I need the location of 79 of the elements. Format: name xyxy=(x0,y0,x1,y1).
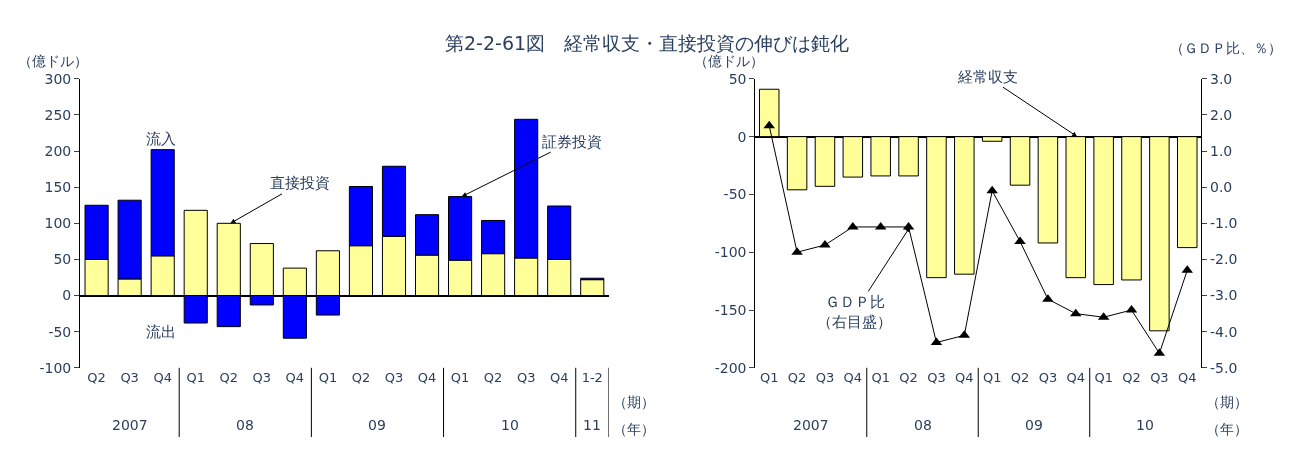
y-tick-label: 0 xyxy=(62,287,72,304)
x-tick-label: Q1 xyxy=(871,369,890,385)
y-tick-label: 200 xyxy=(44,142,72,159)
y-tick-label: 0 xyxy=(737,128,747,145)
x-tick-label: Q2 xyxy=(1122,369,1141,385)
annotation: 流入 xyxy=(146,130,176,148)
y-tick-label: 300 xyxy=(44,70,72,87)
y2-tick-label: 2.0 xyxy=(1209,106,1233,123)
x-tick-label: Q4 xyxy=(1178,369,1197,385)
text: 08 xyxy=(914,417,932,433)
y2-tick-label: 3.0 xyxy=(1209,70,1233,87)
x-tick-label: Q4 xyxy=(955,369,974,385)
text: 08 xyxy=(236,417,254,433)
x-tick-label: Q2 xyxy=(899,369,918,385)
y2-tick-label: 0.0 xyxy=(1209,179,1233,196)
x-tick-label: Q4 xyxy=(153,369,172,385)
text: 10 xyxy=(1136,417,1154,433)
y-tick-label: -150 xyxy=(714,301,747,318)
x-tick-label: Q4 xyxy=(285,369,305,385)
x-tick-label: Q4 xyxy=(417,369,437,385)
y-tick-label: -100 xyxy=(714,244,747,261)
y2-tick-label: -5.0 xyxy=(1209,359,1238,376)
y-axis-title: （億ドル） xyxy=(18,53,88,69)
text: 2007 xyxy=(112,417,148,433)
text: 経常収支 xyxy=(957,68,1018,86)
x-tick-label: Q4 xyxy=(549,369,569,385)
y-axis-title: （億ドル） xyxy=(694,53,764,69)
x-tick-label: Q3 xyxy=(252,369,272,385)
text: （年） xyxy=(613,421,655,437)
x-tick-label: Q3 xyxy=(384,369,404,385)
x-tick-label: Q2 xyxy=(219,369,239,385)
x-tick-label: Q3 xyxy=(120,369,139,385)
text: 10 xyxy=(501,417,519,433)
x-tick-label: Q2 xyxy=(1010,369,1030,385)
x-tick-label: Q3 xyxy=(815,369,835,385)
y-tick-label: 50 xyxy=(728,70,747,87)
y2-tick-label: -1.0 xyxy=(1209,215,1238,232)
x-tick-label: Q2 xyxy=(483,369,503,385)
x-tick-label: Q3 xyxy=(516,369,536,385)
x-tick-label: Q3 xyxy=(1150,369,1169,385)
text: 09 xyxy=(1025,417,1043,433)
y2-axis-title: （ＧＤＰ比、％） xyxy=(1170,40,1282,56)
x-axis-title: （期） xyxy=(613,394,655,410)
y-tick-label: 150 xyxy=(44,179,72,196)
y-tick-label: -50 xyxy=(723,186,747,203)
annotation: 流出 xyxy=(146,323,176,341)
text: 第2-2-61図 経常収支・直接投資の伸びは鈍化 xyxy=(445,32,850,54)
text: 11 xyxy=(583,417,601,433)
x-tick-label: Q1 xyxy=(318,369,338,385)
y-tick-label: 250 xyxy=(44,106,72,123)
text: ＧＤＰ比（右目盛） xyxy=(817,293,892,331)
y-tick-label: -100 xyxy=(39,359,72,376)
y2-tick-label: -3.0 xyxy=(1209,287,1238,304)
text: 2007 xyxy=(793,417,829,433)
x-tick-label: Q4 xyxy=(1066,369,1086,385)
text: （年） xyxy=(1206,421,1248,437)
y-tick-label: -50 xyxy=(48,323,72,340)
x-tick-label: Q3 xyxy=(927,369,946,385)
y-tick-label: 50 xyxy=(53,251,72,268)
y-tick-label: 100 xyxy=(44,215,72,232)
text: 09 xyxy=(368,417,386,433)
x-axis-title: （期） xyxy=(1206,394,1248,410)
y2-tick-label: -2.0 xyxy=(1209,251,1238,268)
y2-tick-label: 1.0 xyxy=(1209,142,1233,159)
x-tick-label: Q2 xyxy=(351,369,371,385)
y2-tick-label: -4.0 xyxy=(1209,323,1238,340)
x-tick-label: Q1 xyxy=(186,369,205,385)
x-tick-label: Q2 xyxy=(87,369,106,385)
x-tick-label: Q3 xyxy=(1038,369,1058,385)
x-tick-label: 1-2 xyxy=(581,369,603,385)
x-tick-label: Q1 xyxy=(982,369,1002,385)
x-tick-label: Q1 xyxy=(450,369,470,385)
series-label: 証券投資 xyxy=(542,133,602,151)
y-tick-label: -200 xyxy=(714,359,747,376)
x-tick-label: Q4 xyxy=(843,369,863,385)
x-tick-label: Q2 xyxy=(787,369,807,385)
text: 直接投資 xyxy=(270,174,330,192)
x-tick-label: Q1 xyxy=(1094,369,1113,385)
x-tick-label: Q1 xyxy=(759,369,779,385)
